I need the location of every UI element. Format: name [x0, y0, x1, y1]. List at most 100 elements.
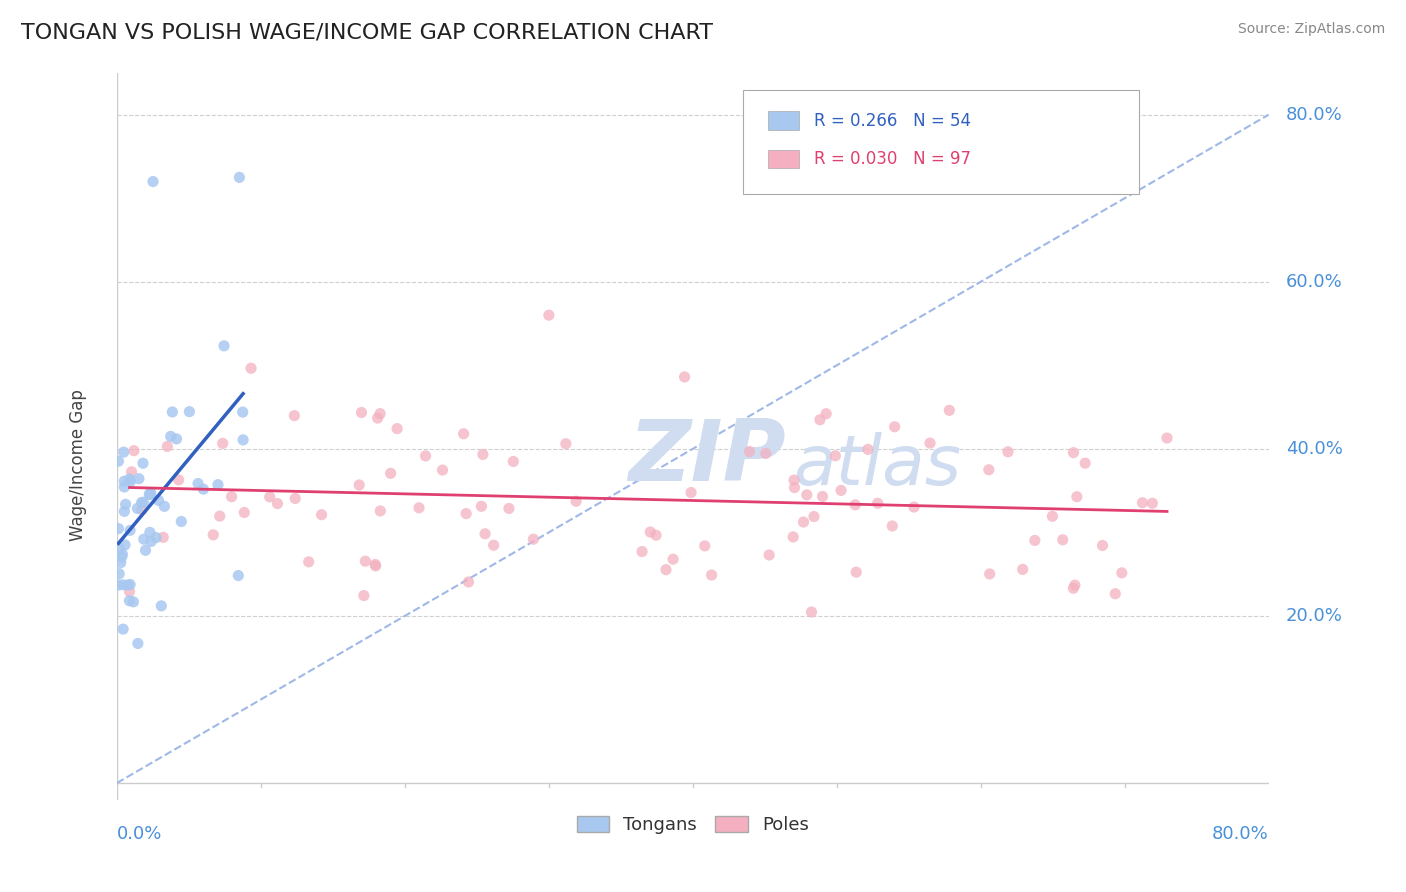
Point: [693, 539, 716, 553]
Text: ZIP: ZIP: [628, 416, 786, 499]
Point: [108, 566, 131, 581]
Point: [152, 530, 174, 544]
Point: [1063, 578, 1085, 592]
Point: [132, 495, 155, 509]
Point: [1074, 456, 1097, 470]
Point: [240, 361, 263, 376]
Point: [179, 405, 201, 419]
Point: [367, 411, 389, 425]
Bar: [768, 112, 800, 129]
Point: [1066, 490, 1088, 504]
Point: [700, 568, 723, 582]
Point: [1091, 538, 1114, 552]
Point: [107, 522, 129, 536]
Point: [211, 436, 233, 450]
Point: [311, 508, 333, 522]
Point: [918, 436, 941, 450]
Point: [259, 490, 281, 504]
Point: [110, 556, 132, 570]
Point: [824, 449, 846, 463]
Text: 0.0%: 0.0%: [117, 825, 162, 843]
Point: [153, 500, 176, 514]
Text: TONGAN VS POLISH WAGE/INCOME GAP CORRELATION CHART: TONGAN VS POLISH WAGE/INCOME GAP CORRELA…: [21, 22, 713, 42]
Point: [142, 175, 165, 189]
Point: [131, 495, 153, 509]
Point: [202, 528, 225, 542]
Point: [118, 472, 141, 486]
Point: [187, 476, 209, 491]
Point: [193, 482, 215, 496]
Text: Source: ZipAtlas.com: Source: ZipAtlas.com: [1237, 22, 1385, 37]
FancyBboxPatch shape: [744, 90, 1139, 194]
Point: [364, 558, 387, 572]
Point: [645, 528, 668, 542]
Point: [145, 531, 167, 545]
Point: [131, 502, 153, 516]
Point: [565, 494, 588, 508]
Point: [127, 636, 149, 650]
Point: [139, 485, 162, 500]
Point: [266, 497, 288, 511]
Point: [228, 170, 250, 185]
Point: [882, 519, 904, 533]
Bar: [768, 150, 800, 169]
Point: [1042, 509, 1064, 524]
Point: [755, 446, 778, 460]
Text: 80.0%: 80.0%: [1212, 825, 1268, 843]
Point: [537, 308, 560, 322]
Point: [1062, 445, 1084, 459]
Point: [120, 475, 142, 489]
Point: [1142, 496, 1164, 510]
Point: [803, 509, 825, 524]
Text: 20.0%: 20.0%: [1286, 607, 1343, 625]
Text: 60.0%: 60.0%: [1286, 273, 1343, 291]
Point: [782, 530, 804, 544]
Point: [522, 532, 544, 546]
Point: [368, 407, 391, 421]
Point: [170, 515, 193, 529]
Point: [226, 568, 249, 582]
Point: [474, 526, 496, 541]
Point: [162, 405, 184, 419]
Point: [139, 525, 162, 540]
Point: [631, 544, 654, 558]
Point: [883, 419, 905, 434]
Point: [156, 439, 179, 453]
Text: atlas: atlas: [793, 432, 962, 499]
Point: [380, 467, 402, 481]
Point: [166, 432, 188, 446]
Point: [121, 465, 143, 479]
Point: [800, 605, 823, 619]
Point: [139, 534, 162, 549]
Point: [148, 493, 170, 508]
Point: [107, 578, 129, 592]
Point: [997, 445, 1019, 459]
Point: [112, 578, 135, 592]
Point: [159, 429, 181, 443]
Point: [283, 409, 305, 423]
Point: [1052, 533, 1074, 547]
Point: [208, 509, 231, 524]
Point: [118, 594, 141, 608]
Point: [1111, 566, 1133, 580]
Text: R = 0.030   N = 97: R = 0.030 N = 97: [814, 150, 970, 168]
Point: [830, 483, 852, 498]
Point: [221, 490, 243, 504]
Point: [353, 589, 375, 603]
Point: [738, 444, 761, 458]
Point: [139, 487, 162, 501]
Point: [866, 496, 889, 510]
Point: [681, 485, 703, 500]
Point: [498, 501, 520, 516]
Point: [207, 477, 229, 491]
Point: [783, 473, 806, 487]
Point: [856, 442, 879, 457]
Point: [112, 504, 135, 518]
Point: [1011, 562, 1033, 576]
Point: [640, 524, 662, 539]
Point: [662, 552, 685, 566]
Point: [232, 405, 254, 419]
Point: [212, 339, 235, 353]
Point: [233, 506, 256, 520]
Point: [1104, 587, 1126, 601]
